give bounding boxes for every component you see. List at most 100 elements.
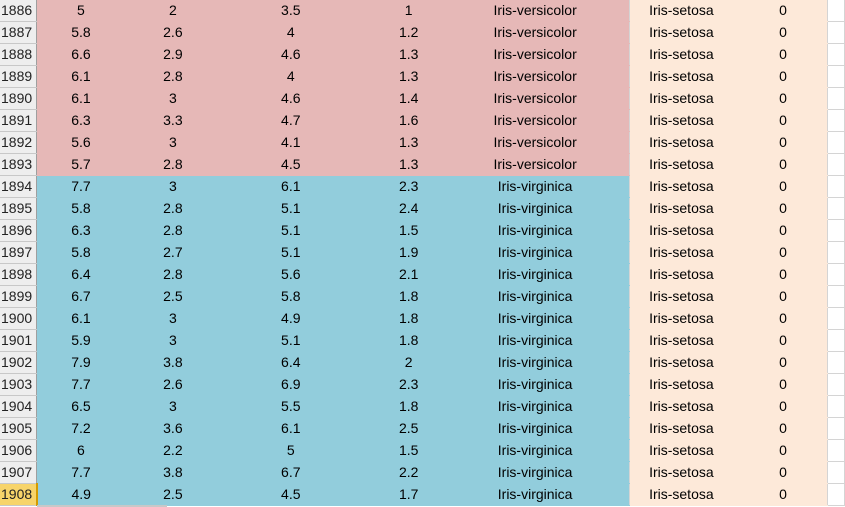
row-header[interactable]: 1893	[0, 153, 38, 176]
cell-sepal-length[interactable]: 5.7	[36, 153, 126, 176]
cell-spacer[interactable]	[613, 373, 631, 396]
cell-predicted[interactable]: Iris-setosa	[629, 329, 740, 352]
cell-sepal-length[interactable]: 7.7	[36, 461, 126, 484]
cell-predicted[interactable]: Iris-setosa	[629, 395, 740, 418]
cell-sepal-width[interactable]: 3	[124, 131, 222, 154]
row-header[interactable]: 1903	[0, 373, 38, 396]
cell-sepal-width[interactable]: 2.8	[124, 197, 222, 220]
cell-match[interactable]: 0	[738, 65, 828, 88]
cell-sepal-width[interactable]: 2.8	[124, 263, 222, 286]
cell-species[interactable]: Iris-virginica	[456, 219, 615, 242]
row-header[interactable]: 1900	[0, 307, 38, 330]
cell-empty[interactable]	[827, 373, 845, 396]
cell-empty[interactable]	[827, 307, 845, 330]
cell-species[interactable]: Iris-virginica	[456, 241, 615, 264]
cell-predicted[interactable]: Iris-setosa	[629, 0, 740, 22]
row-header[interactable]: 1895	[0, 197, 38, 220]
cell-empty[interactable]	[827, 21, 845, 44]
cell-sepal-width[interactable]: 2.2	[124, 439, 222, 462]
cell-petal-width[interactable]: 1.2	[360, 21, 458, 44]
cell-empty[interactable]	[827, 65, 845, 88]
cell-match[interactable]: 0	[738, 175, 828, 198]
row-header[interactable]: 1898	[0, 263, 38, 286]
cell-spacer[interactable]	[613, 329, 631, 352]
cell-species[interactable]: Iris-virginica	[456, 329, 615, 352]
cell-petal-width[interactable]: 1.8	[360, 285, 458, 308]
cell-sepal-length[interactable]: 7.7	[36, 373, 126, 396]
row-header[interactable]: 1902	[0, 351, 38, 374]
cell-species[interactable]: Iris-versicolor	[456, 0, 615, 22]
cell-sepal-length[interactable]: 7.7	[36, 175, 126, 198]
cell-spacer[interactable]	[613, 0, 631, 22]
cell-petal-length[interactable]: 4	[220, 21, 362, 44]
cell-petal-width[interactable]: 2.2	[360, 461, 458, 484]
cell-species[interactable]: Iris-virginica	[456, 263, 615, 286]
cell-empty[interactable]	[827, 439, 845, 462]
cell-sepal-width[interactable]: 2.5	[124, 285, 222, 308]
cell-empty[interactable]	[827, 351, 845, 374]
cell-match[interactable]: 0	[738, 461, 828, 484]
cell-petal-width[interactable]: 2.4	[360, 197, 458, 220]
cell-match[interactable]: 0	[738, 197, 828, 220]
cell-petal-width[interactable]: 2	[360, 351, 458, 374]
cell-sepal-length[interactable]: 5.8	[36, 21, 126, 44]
cell-spacer[interactable]	[613, 65, 631, 88]
cell-species[interactable]: Iris-virginica	[456, 175, 615, 198]
cell-sepal-length[interactable]: 6	[36, 439, 126, 462]
cell-petal-length[interactable]: 5.5	[220, 395, 362, 418]
cell-sepal-width[interactable]: 2.7	[124, 241, 222, 264]
cell-sepal-width[interactable]: 3.8	[124, 461, 222, 484]
cell-match[interactable]: 0	[738, 0, 828, 22]
row-header[interactable]: 1904	[0, 395, 38, 418]
cell-predicted[interactable]: Iris-setosa	[629, 87, 740, 110]
cell-petal-length[interactable]: 6.1	[220, 175, 362, 198]
cell-spacer[interactable]	[613, 307, 631, 330]
cell-petal-length[interactable]: 4.9	[220, 307, 362, 330]
cell-match[interactable]: 0	[738, 21, 828, 44]
cell-predicted[interactable]: Iris-setosa	[629, 351, 740, 374]
cell-petal-width[interactable]: 1.5	[360, 439, 458, 462]
cell-empty[interactable]	[827, 329, 845, 352]
cell-empty[interactable]	[827, 197, 845, 220]
cell-sepal-length[interactable]: 7.9	[36, 351, 126, 374]
cell-empty[interactable]	[827, 395, 845, 418]
cell-sepal-width[interactable]: 3	[124, 395, 222, 418]
row-header[interactable]: 1899	[0, 285, 38, 308]
cell-petal-width[interactable]: 1.8	[360, 395, 458, 418]
cell-petal-width[interactable]: 1.3	[360, 65, 458, 88]
cell-petal-length[interactable]: 4.5	[220, 153, 362, 176]
cell-petal-length[interactable]: 5.1	[220, 219, 362, 242]
cell-empty[interactable]	[827, 219, 845, 242]
cell-sepal-length[interactable]: 6.4	[36, 263, 126, 286]
cell-match[interactable]: 0	[738, 351, 828, 374]
cell-sepal-width[interactable]: 2.8	[124, 65, 222, 88]
cell-sepal-width[interactable]: 2.8	[124, 219, 222, 242]
cell-empty[interactable]	[827, 461, 845, 484]
cell-empty[interactable]	[827, 285, 845, 308]
cell-petal-width[interactable]: 1.9	[360, 241, 458, 264]
cell-predicted[interactable]: Iris-setosa	[629, 285, 740, 308]
cell-petal-width[interactable]: 1.6	[360, 109, 458, 132]
cell-petal-length[interactable]: 4.7	[220, 109, 362, 132]
cell-match[interactable]: 0	[738, 373, 828, 396]
cell-species[interactable]: Iris-versicolor	[456, 21, 615, 44]
cell-species[interactable]: Iris-virginica	[456, 439, 615, 462]
cell-spacer[interactable]	[613, 109, 631, 132]
cell-empty[interactable]	[827, 43, 845, 66]
cell-species[interactable]: Iris-virginica	[456, 483, 615, 506]
cell-species[interactable]: Iris-virginica	[456, 417, 615, 440]
cell-predicted[interactable]: Iris-setosa	[629, 439, 740, 462]
cell-empty[interactable]	[827, 0, 845, 22]
cell-empty[interactable]	[827, 483, 845, 506]
cell-spacer[interactable]	[613, 351, 631, 374]
row-header[interactable]: 1901	[0, 329, 38, 352]
cell-species[interactable]: Iris-virginica	[456, 461, 615, 484]
cell-spacer[interactable]	[613, 153, 631, 176]
cell-sepal-length[interactable]: 5.9	[36, 329, 126, 352]
row-header[interactable]: 1886	[0, 0, 38, 22]
cell-empty[interactable]	[827, 87, 845, 110]
cell-match[interactable]: 0	[738, 285, 828, 308]
cell-match[interactable]: 0	[738, 109, 828, 132]
cell-petal-width[interactable]: 1.4	[360, 87, 458, 110]
cell-predicted[interactable]: Iris-setosa	[629, 461, 740, 484]
